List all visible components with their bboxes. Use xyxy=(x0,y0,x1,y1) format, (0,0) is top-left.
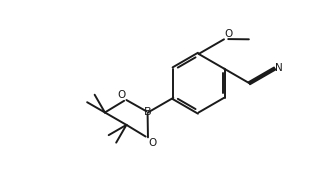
Text: O: O xyxy=(148,138,156,148)
Text: O: O xyxy=(224,29,233,39)
Text: B: B xyxy=(144,107,152,118)
Text: N: N xyxy=(275,63,283,73)
Text: O: O xyxy=(118,90,126,100)
